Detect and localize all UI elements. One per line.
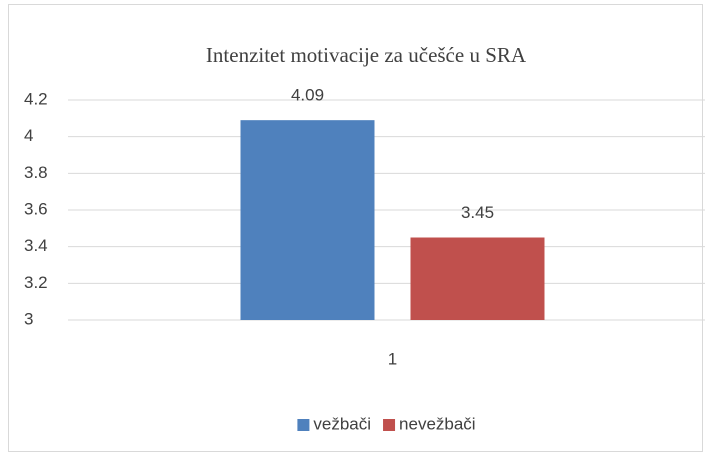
y-tick-label: 4: [24, 126, 33, 145]
x-tick-label: 1: [388, 349, 397, 368]
bar: [410, 237, 545, 320]
legend-label: vežbači: [313, 414, 371, 433]
y-tick-label: 4.2: [24, 89, 48, 108]
y-tick-label: 3.6: [24, 199, 48, 218]
value-label: 3.45: [461, 203, 494, 222]
y-tick-label: 3.2: [24, 273, 48, 292]
legend-swatch: [297, 419, 310, 431]
legend-label: nevežbači: [399, 414, 476, 433]
legend-swatch: [383, 419, 396, 431]
y-tick-label: 3: [24, 309, 33, 328]
y-tick-label: 3.4: [24, 236, 48, 255]
y-tick-label: 3.8: [24, 163, 48, 182]
value-label: 4.09: [291, 86, 324, 105]
chart-title: Intenzitet motivacije za učešće u SRA: [206, 43, 527, 67]
bar: [240, 120, 375, 321]
